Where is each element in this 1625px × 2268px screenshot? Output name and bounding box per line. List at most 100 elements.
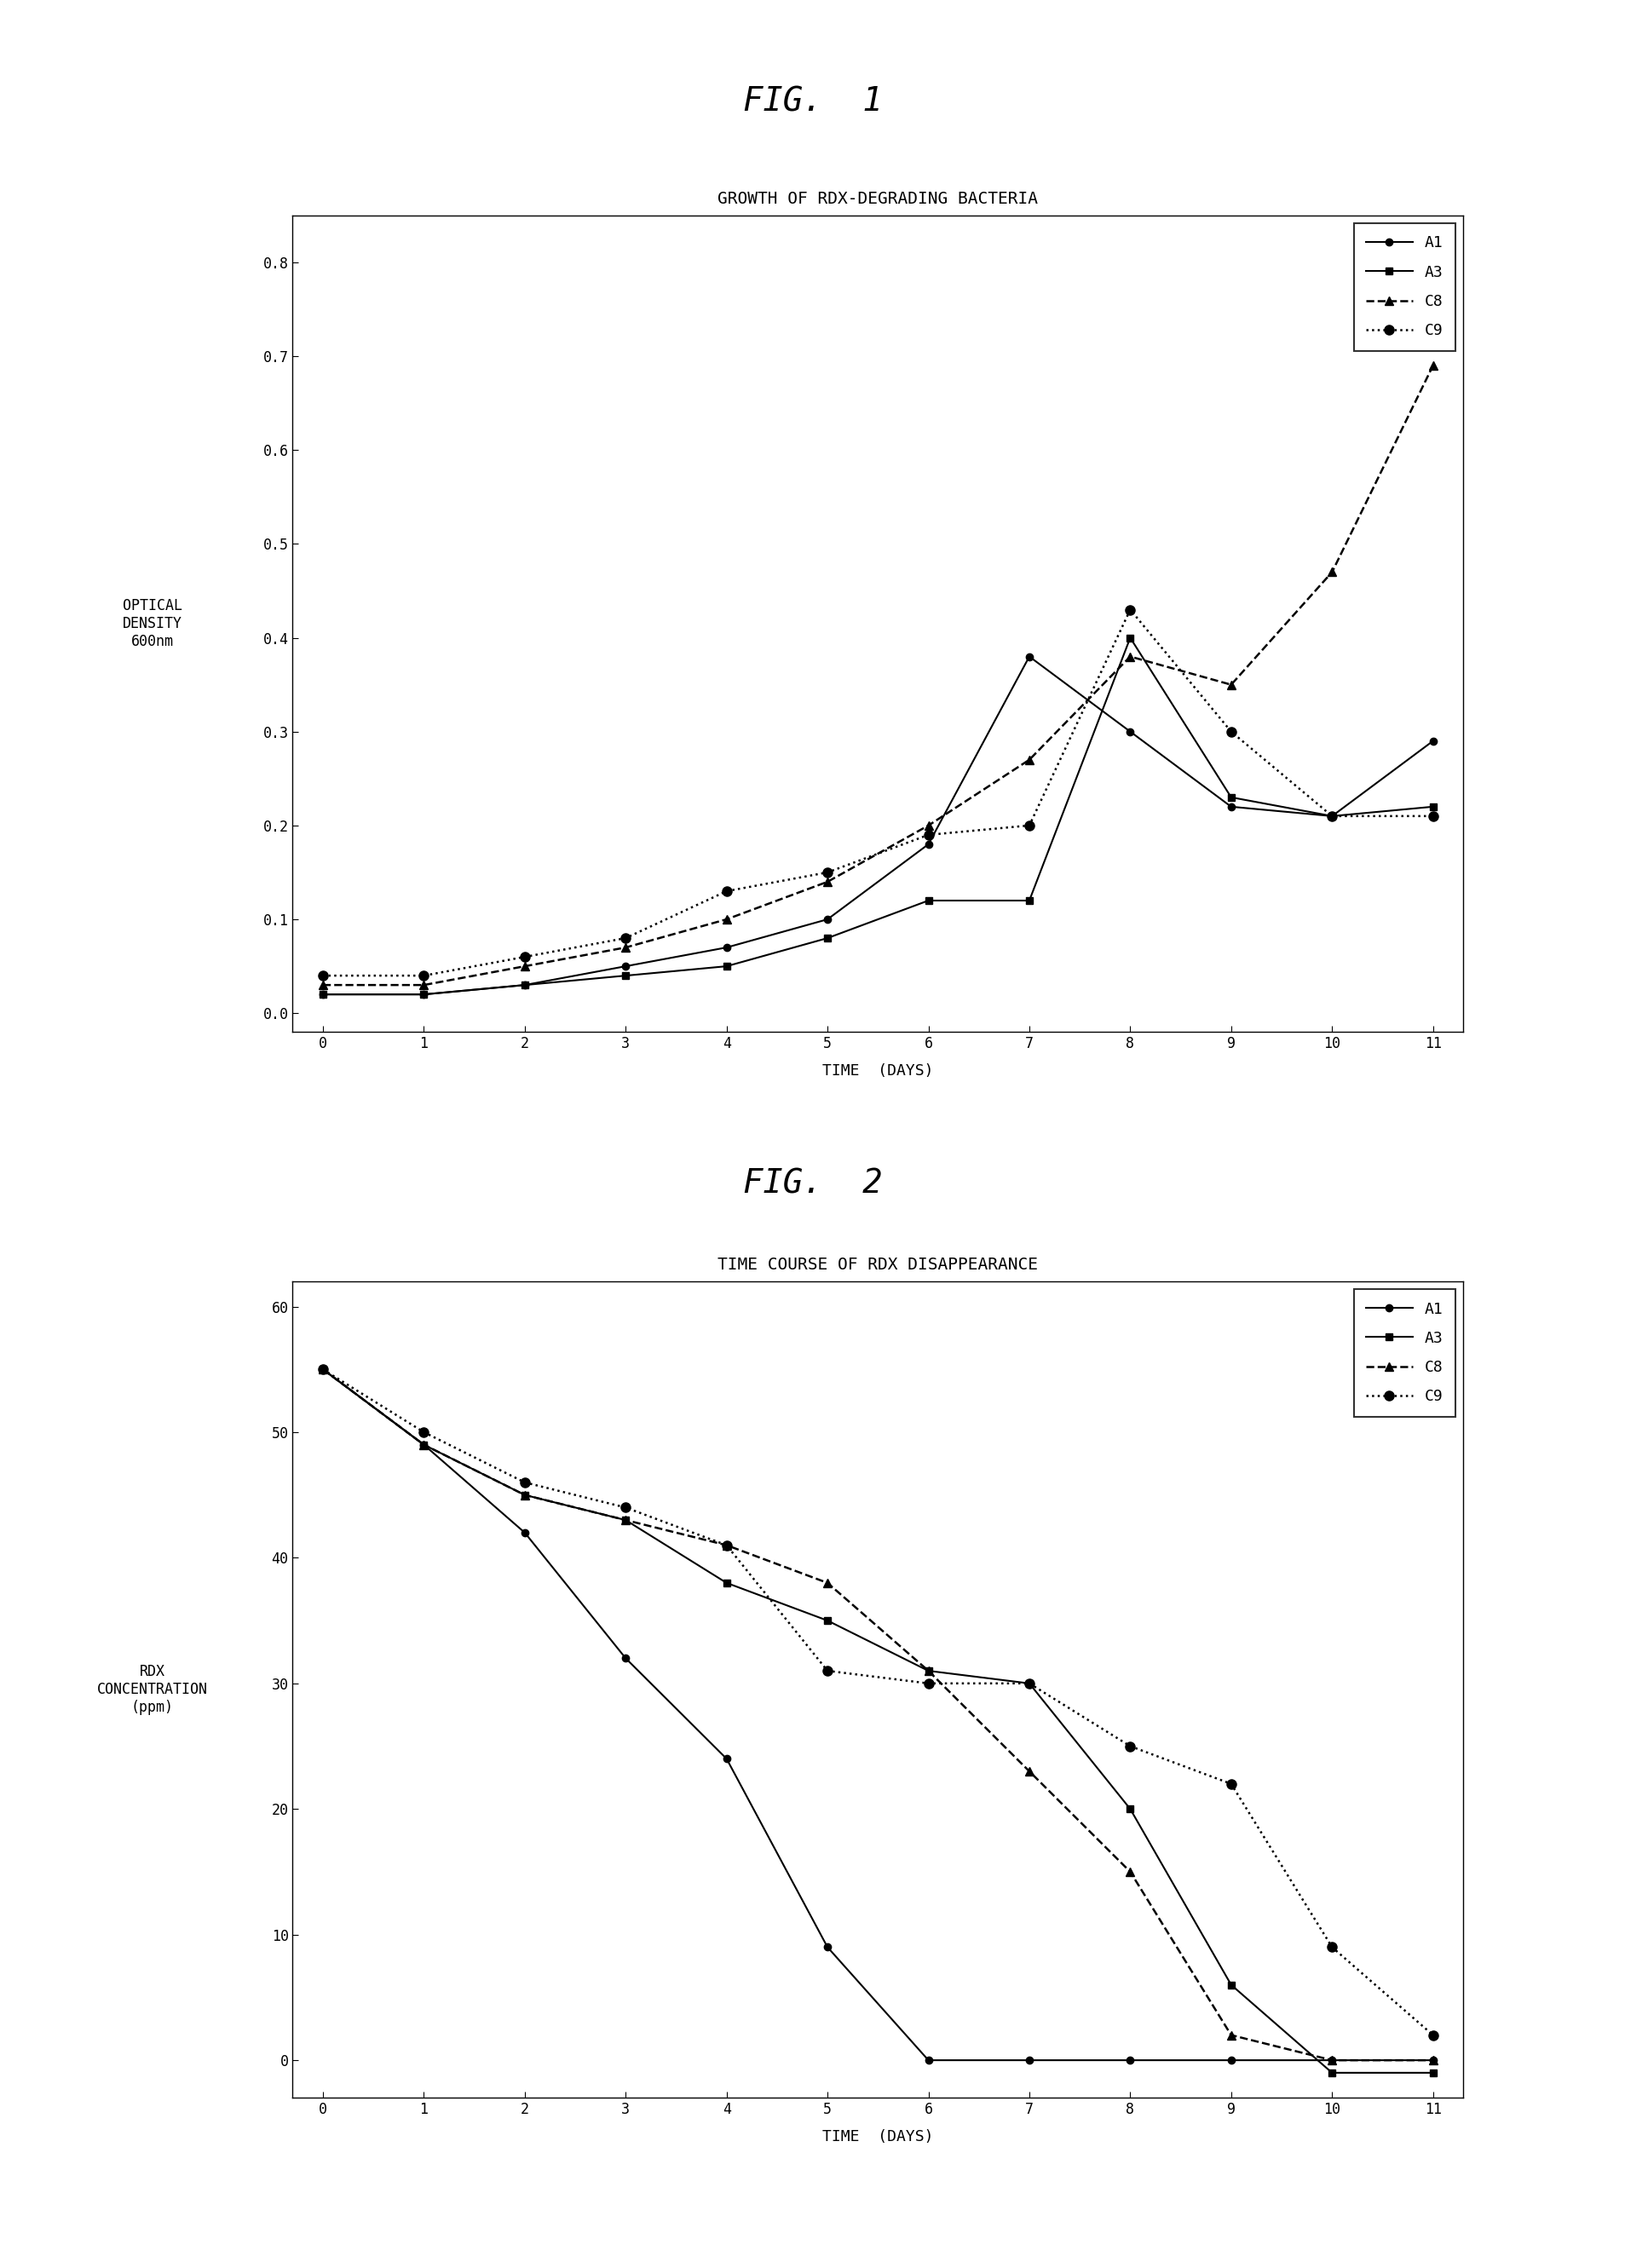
Title: GROWTH OF RDX-DEGRADING BACTERIA: GROWTH OF RDX-DEGRADING BACTERIA [717, 191, 1038, 206]
C8 [1019, 1758, 1038, 1785]
A1 [1220, 794, 1240, 821]
A3 [1019, 887, 1038, 914]
C9 [1220, 1771, 1240, 1799]
A3 [817, 925, 837, 953]
C9 [918, 1669, 938, 1696]
A3 [616, 962, 635, 989]
C9 [515, 1470, 535, 1497]
A1 [717, 1744, 736, 1771]
C9 [717, 1531, 736, 1558]
X-axis label: TIME  (DAYS): TIME (DAYS) [822, 1064, 933, 1080]
A1 [314, 1356, 333, 1383]
A3 [1019, 1669, 1038, 1696]
C8 [1422, 2046, 1441, 2073]
C9 [414, 1418, 434, 1445]
A1 [1422, 728, 1441, 755]
A3 [515, 971, 535, 998]
C8 [817, 869, 837, 896]
A1 [918, 830, 938, 857]
Legend: A1, A3, C8, C9: A1, A3, C8, C9 [1354, 1288, 1454, 1418]
C9 [314, 962, 333, 989]
C8 [1321, 2046, 1341, 2073]
C9 [817, 860, 837, 887]
A3 [717, 1569, 736, 1597]
C8 [1422, 352, 1441, 379]
C9 [817, 1658, 837, 1685]
C8 [314, 971, 333, 998]
C8 [616, 1506, 635, 1533]
Line: A3: A3 [318, 1365, 1436, 2075]
A1 [1120, 719, 1139, 746]
C9 [1321, 1935, 1341, 1962]
A3 [918, 1658, 938, 1685]
Legend: A1, A3, C8, C9: A1, A3, C8, C9 [1354, 222, 1454, 352]
A1 [918, 2046, 938, 2073]
C9 [717, 878, 736, 905]
C8 [918, 812, 938, 839]
Line: C8: C8 [318, 361, 1436, 989]
C8 [414, 971, 434, 998]
A1 [616, 953, 635, 980]
A3 [616, 1506, 635, 1533]
A1 [515, 1520, 535, 1547]
A3 [817, 1608, 837, 1635]
C9 [918, 821, 938, 848]
A1 [515, 971, 535, 998]
A1 [1321, 2046, 1341, 2073]
A3 [918, 887, 938, 914]
C9 [414, 962, 434, 989]
A3 [1321, 803, 1341, 830]
A3 [1120, 624, 1139, 651]
A1 [414, 980, 434, 1007]
A1 [817, 905, 837, 932]
Y-axis label: OPTICAL
DENSITY
600nm: OPTICAL DENSITY 600nm [122, 599, 182, 649]
A3 [414, 980, 434, 1007]
A3 [314, 980, 333, 1007]
C8 [918, 1658, 938, 1685]
C8 [414, 1431, 434, 1458]
Text: FIG.  1: FIG. 1 [743, 86, 882, 118]
A3 [414, 1431, 434, 1458]
C8 [717, 905, 736, 932]
C8 [515, 953, 535, 980]
A3 [1220, 1971, 1240, 1998]
C8 [1321, 558, 1341, 585]
Line: C8: C8 [318, 1365, 1436, 2064]
C9 [1019, 812, 1038, 839]
C8 [616, 934, 635, 962]
C9 [314, 1356, 333, 1383]
A1 [616, 1644, 635, 1672]
C8 [817, 1569, 837, 1597]
C8 [515, 1481, 535, 1508]
C8 [1220, 2021, 1240, 2048]
Line: A1: A1 [318, 1365, 1436, 2064]
C9 [616, 1495, 635, 1522]
C8 [314, 1356, 333, 1383]
A3 [1422, 794, 1441, 821]
A1 [817, 1935, 837, 1962]
A1 [1120, 2046, 1139, 2073]
A3 [1120, 1796, 1139, 1823]
X-axis label: TIME  (DAYS): TIME (DAYS) [822, 2130, 933, 2146]
A1 [1220, 2046, 1240, 2073]
A1 [314, 980, 333, 1007]
C8 [717, 1531, 736, 1558]
Text: FIG.  2: FIG. 2 [743, 1168, 882, 1200]
A3 [717, 953, 736, 980]
A1 [1321, 803, 1341, 830]
A3 [1220, 785, 1240, 812]
Line: C9: C9 [318, 1365, 1436, 2039]
Line: A3: A3 [318, 635, 1436, 998]
C9 [1220, 719, 1240, 746]
C9 [1120, 1733, 1139, 1760]
C9 [1422, 803, 1441, 830]
C8 [1019, 746, 1038, 773]
A1 [717, 934, 736, 962]
C9 [1019, 1669, 1038, 1696]
C9 [515, 943, 535, 971]
C8 [1120, 1857, 1139, 1885]
A1 [414, 1431, 434, 1458]
A3 [515, 1481, 535, 1508]
A1 [1019, 2046, 1038, 2073]
C8 [1220, 671, 1240, 699]
